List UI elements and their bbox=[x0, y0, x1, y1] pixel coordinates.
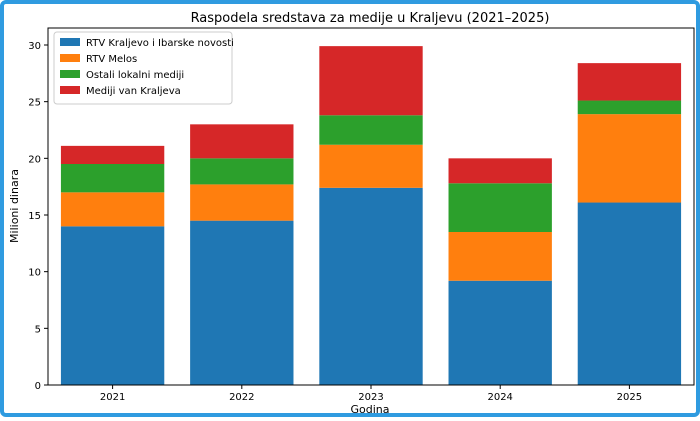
bar-2025-series-1 bbox=[577, 202, 682, 385]
bar-2021-series-1 bbox=[60, 226, 165, 385]
bar-2024-series-1 bbox=[448, 280, 552, 385]
bars-group bbox=[60, 46, 682, 385]
bar-2025-series-4 bbox=[577, 63, 682, 101]
legend-label: Mediji van Kraljeva bbox=[86, 86, 181, 97]
bar-2022-series-1 bbox=[190, 220, 294, 385]
y-tick-label: 15 bbox=[28, 211, 41, 222]
y-axis: 0 5 10 15 20 25 30 bbox=[28, 41, 48, 392]
y-axis-label: Milioni dinara bbox=[8, 169, 21, 243]
bar-2025-series-2 bbox=[577, 114, 682, 203]
stacked-bar-chart: Raspodela sredstava za medije u Kraljevu… bbox=[8, 11, 695, 416]
legend-swatch bbox=[60, 54, 80, 62]
legend-swatch bbox=[60, 70, 80, 78]
x-tick-label: 2021 bbox=[100, 392, 125, 403]
bar-2022-series-3 bbox=[190, 158, 294, 185]
legend-box bbox=[53, 31, 233, 105]
bar-2024-series-2 bbox=[448, 232, 552, 281]
x-tick-label: 2022 bbox=[229, 392, 254, 403]
legend-swatch bbox=[60, 86, 80, 94]
legend-swatch bbox=[60, 38, 80, 46]
y-tick-label: 25 bbox=[28, 98, 41, 109]
y-tick-label: 10 bbox=[28, 268, 41, 279]
legend-label: Ostali lokalni mediji bbox=[86, 70, 184, 81]
y-tick-label: 5 bbox=[35, 324, 41, 335]
bar-2023-series-2 bbox=[319, 144, 423, 188]
bar-2025-series-3 bbox=[577, 100, 682, 115]
legend-label: RTV Melos bbox=[86, 54, 137, 65]
x-axis: 2021 2022 2023 2024 2025 bbox=[100, 385, 642, 403]
x-tick-label: 2024 bbox=[487, 392, 512, 403]
y-tick-label: 0 bbox=[35, 381, 41, 392]
bar-2023-series-3 bbox=[319, 115, 423, 145]
bar-2023-series-4 bbox=[319, 46, 423, 116]
bar-2021-series-3 bbox=[60, 164, 165, 193]
bar-2024-series-4 bbox=[448, 158, 552, 184]
y-tick-label: 30 bbox=[28, 41, 41, 52]
bar-2021-series-2 bbox=[60, 192, 165, 227]
y-tick-label: 20 bbox=[28, 154, 41, 165]
bar-2023-series-1 bbox=[319, 187, 423, 385]
bar-2022-series-4 bbox=[190, 124, 294, 159]
legend-label: RTV Kraljevo i Ibarske novosti bbox=[86, 38, 234, 49]
x-tick-label: 2025 bbox=[617, 392, 642, 403]
bar-2022-series-2 bbox=[190, 184, 294, 221]
chart-title: Raspodela sredstava za medije u Kraljevu… bbox=[191, 11, 550, 26]
legend: RTV Kraljevo i Ibarske novosti RTV Melos O… bbox=[53, 31, 234, 105]
x-axis-label: Godina bbox=[350, 403, 389, 416]
bar-2024-series-3 bbox=[448, 183, 552, 232]
x-tick-label: 2023 bbox=[358, 392, 383, 403]
bar-2021-series-4 bbox=[60, 145, 165, 164]
